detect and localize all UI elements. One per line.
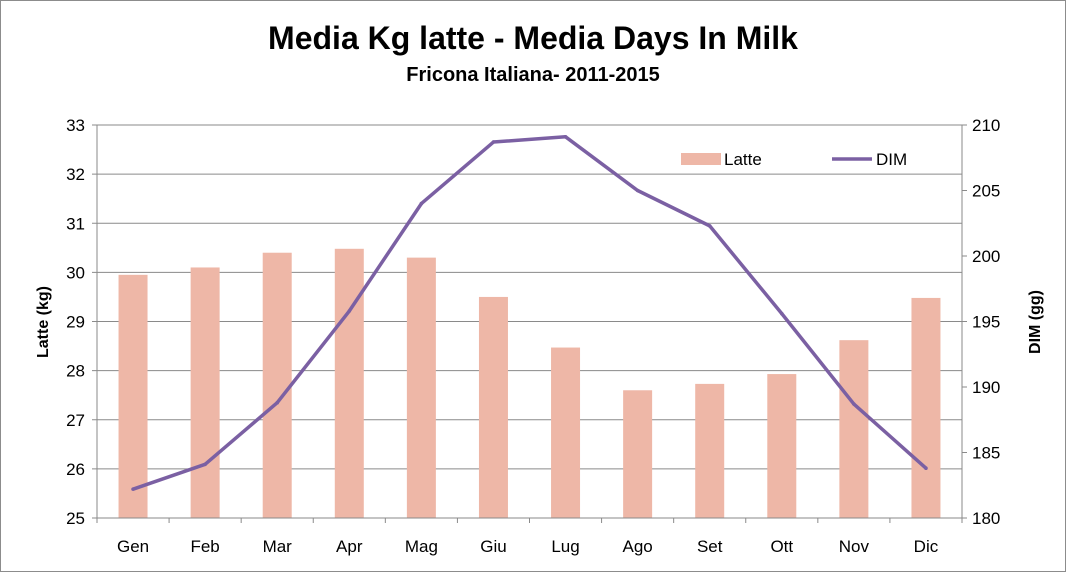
dim-line bbox=[132, 135, 928, 491]
legend-swatch-latte bbox=[681, 153, 721, 165]
x-tick-label: Mag bbox=[405, 537, 438, 556]
x-tick-label: Apr bbox=[336, 537, 363, 556]
bar bbox=[406, 257, 436, 518]
bar bbox=[118, 274, 148, 518]
bar bbox=[695, 383, 725, 518]
x-tick-label: Dic bbox=[914, 537, 939, 556]
y2-tick-label: 195 bbox=[972, 313, 1000, 332]
line-series-dim bbox=[131, 134, 928, 491]
dim-point bbox=[924, 466, 928, 471]
y2-axis-title: DIM (gg) bbox=[1027, 290, 1044, 354]
y-tick-label: 31 bbox=[66, 214, 85, 233]
y2-tick-label: 180 bbox=[972, 509, 1000, 528]
bar bbox=[478, 296, 508, 518]
bar bbox=[623, 390, 653, 518]
chart-subtitle: Fricona Italiana- 2011-2015 bbox=[406, 64, 660, 86]
dim-point bbox=[852, 402, 856, 406]
dim-point bbox=[347, 309, 352, 313]
left-axis-ticks: 25 26 27 28 29 30 31 32 33 bbox=[66, 116, 85, 528]
y-tick-label: 32 bbox=[66, 165, 85, 184]
y-tick-label: 30 bbox=[66, 263, 85, 282]
y2-tick-label: 210 bbox=[972, 116, 1000, 135]
dim-point bbox=[419, 201, 424, 206]
y2-tick-label: 185 bbox=[972, 444, 1000, 463]
y2-tick-label: 205 bbox=[972, 182, 1000, 201]
dim-point bbox=[635, 188, 640, 193]
y-tick-label: 27 bbox=[66, 411, 85, 430]
bar bbox=[190, 267, 220, 518]
dim-point bbox=[707, 224, 712, 228]
x-tick-label: Nov bbox=[839, 537, 870, 556]
y-tick-label: 26 bbox=[66, 460, 85, 479]
bar-series-latte bbox=[118, 248, 941, 519]
x-tick-label: Ott bbox=[770, 537, 793, 556]
y-tick-label: 33 bbox=[66, 116, 85, 135]
axes bbox=[92, 124, 967, 523]
x-tick-label: Ago bbox=[623, 537, 653, 556]
dim-point bbox=[275, 400, 280, 405]
right-axis-ticks: 180 185 190 195 200 205 210 bbox=[972, 116, 1000, 528]
legend-label-latte: Latte bbox=[724, 150, 762, 169]
x-axis-ticks: Gen Feb Mar Apr Mag Giu Lug Ago Set Ott Nov Dic bbox=[117, 537, 939, 556]
bar bbox=[262, 252, 292, 518]
y-axis-title: Latte (kg) bbox=[35, 286, 52, 358]
legend-label-dim: DIM bbox=[876, 150, 907, 169]
dim-point bbox=[491, 140, 496, 144]
bar bbox=[551, 347, 581, 518]
bar bbox=[839, 340, 869, 518]
legend: Latte DIM bbox=[681, 150, 907, 169]
dim-point bbox=[563, 134, 568, 139]
y2-tick-label: 200 bbox=[972, 247, 1000, 266]
dim-point bbox=[779, 311, 784, 316]
dim-point bbox=[203, 462, 207, 467]
x-tick-label: Lug bbox=[551, 537, 579, 556]
x-tick-label: Feb bbox=[190, 537, 219, 556]
bar bbox=[334, 248, 364, 519]
y-tick-label: 29 bbox=[66, 313, 85, 332]
bar bbox=[911, 297, 941, 518]
gridlines bbox=[97, 124, 962, 470]
bar bbox=[767, 374, 797, 518]
y2-tick-label: 190 bbox=[972, 378, 1000, 397]
x-tick-label: Giu bbox=[480, 537, 506, 556]
y-tick-label: 28 bbox=[66, 362, 85, 381]
dim-point bbox=[131, 487, 135, 491]
x-tick-label: Mar bbox=[263, 537, 293, 556]
x-tick-label: Set bbox=[697, 537, 723, 556]
x-tick-label: Gen bbox=[117, 537, 149, 556]
y-tick-label: 25 bbox=[66, 509, 85, 528]
chart-title: Media Kg latte - Media Days In Milk bbox=[268, 20, 798, 56]
